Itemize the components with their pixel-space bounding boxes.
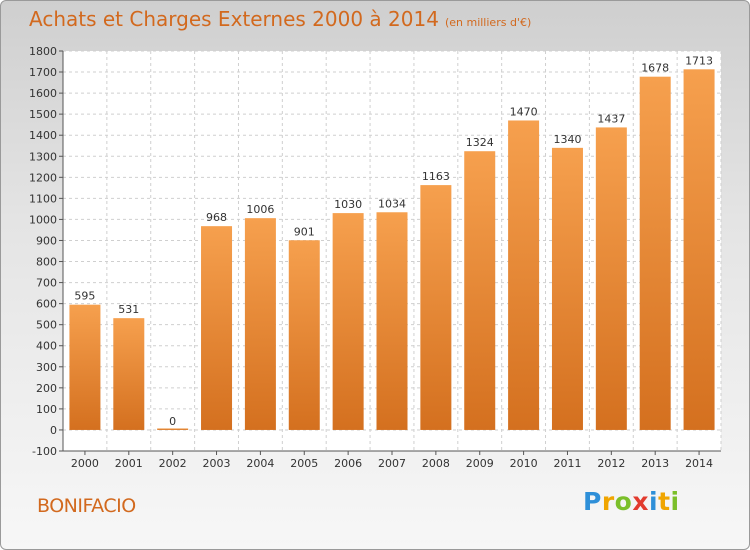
- data-label-2000: 595: [74, 290, 95, 303]
- bar-2006: [332, 213, 364, 430]
- y-tick-label: 200: [36, 382, 57, 395]
- proxiti-logo: Proxiti: [583, 487, 680, 516]
- x-tick-label-2002: 2002: [159, 457, 187, 470]
- data-label-2012: 1437: [597, 112, 625, 125]
- data-label-2002: 0: [169, 415, 176, 428]
- y-tick-label: 1700: [29, 66, 57, 79]
- y-tick-label: 1800: [29, 45, 57, 58]
- logo-letter: i: [670, 487, 680, 516]
- x-tick-label-2013: 2013: [641, 457, 669, 470]
- y-tick-label: 700: [36, 277, 57, 290]
- chart-title: Achats et Charges Externes 2000 à 2014: [29, 7, 439, 31]
- x-tick-label-2007: 2007: [378, 457, 406, 470]
- bar-2000: [69, 304, 101, 430]
- y-tick-label: 500: [36, 319, 57, 332]
- bar-2001: [113, 318, 145, 430]
- data-label-2011: 1340: [553, 133, 581, 146]
- logo-letter: P: [583, 487, 602, 516]
- x-tick-label-2009: 2009: [466, 457, 494, 470]
- data-label-2001: 531: [118, 303, 139, 316]
- data-label-2006: 1030: [334, 198, 362, 211]
- data-label-2009: 1324: [466, 136, 494, 149]
- bar-2010: [508, 120, 540, 430]
- bar-2014: [683, 69, 715, 430]
- x-tick-label-2005: 2005: [290, 457, 318, 470]
- x-tick-label-2006: 2006: [334, 457, 362, 470]
- place-name: BONIFACIO: [37, 495, 136, 517]
- logo-letter: t: [658, 487, 671, 516]
- x-tick-label-2010: 2010: [510, 457, 538, 470]
- label-layer: 595 531 0 968 1006 901 1030 1034 1163 1324 1470 134…: [74, 54, 713, 428]
- data-label-2005: 901: [294, 225, 315, 238]
- data-label-2014: 1713: [685, 54, 713, 67]
- bar-layer: [69, 69, 715, 430]
- bar-2005: [288, 240, 320, 430]
- y-tick-label: 1500: [29, 108, 57, 121]
- bar-2011: [551, 147, 583, 430]
- bar-2013: [639, 76, 671, 430]
- y-tick-label: 400: [36, 340, 57, 353]
- bar-2002: [157, 428, 189, 430]
- x-tick-label-2004: 2004: [246, 457, 274, 470]
- y-tick-label: 900: [36, 234, 57, 247]
- logo-letter: x: [632, 487, 649, 516]
- x-tick-label-2008: 2008: [422, 457, 450, 470]
- data-label-2004: 1006: [246, 203, 274, 216]
- y-tick-label: -100: [32, 445, 57, 458]
- bar-2012: [595, 127, 627, 430]
- chart-subtitle: (en milliers d'€): [444, 16, 532, 29]
- y-tick-label: 100: [36, 403, 57, 416]
- y-tick-label: 300: [36, 361, 57, 374]
- bar-2004: [244, 218, 276, 430]
- x-tick-label-2011: 2011: [553, 457, 581, 470]
- x-tick-label-2003: 2003: [203, 457, 231, 470]
- x-tick-label-2014: 2014: [685, 457, 713, 470]
- data-label-2008: 1163: [422, 170, 450, 183]
- logo-letter: i: [649, 487, 659, 516]
- data-label-2003: 968: [206, 211, 227, 224]
- y-tick-label: 1300: [29, 150, 57, 163]
- logo-letter: o: [614, 487, 633, 516]
- data-label-2007: 1034: [378, 197, 406, 210]
- x-tick-label-2012: 2012: [597, 457, 625, 470]
- data-label-2013: 1678: [641, 62, 669, 75]
- bar-2007: [376, 212, 408, 430]
- bar-2009: [464, 151, 496, 430]
- y-tick-label: 800: [36, 256, 57, 269]
- axis-layer: -100 0 100 200 300 400 500 600 700 800 900 1000 1100…: [29, 45, 721, 470]
- chart-title-block: Achats et Charges Externes 2000 à 2014 (e…: [29, 7, 531, 31]
- x-tick-label-2001: 2001: [115, 457, 143, 470]
- y-tick-label: 1000: [29, 213, 57, 226]
- x-tick-label-2000: 2000: [71, 457, 99, 470]
- y-tick-label: 1200: [29, 171, 57, 184]
- data-label-2010: 1470: [510, 105, 538, 118]
- y-tick-label: 1600: [29, 87, 57, 100]
- y-tick-label: 1400: [29, 129, 57, 142]
- y-tick-label: 1100: [29, 192, 57, 205]
- bar-2008: [420, 185, 452, 430]
- logo-letter: r: [601, 487, 615, 516]
- bar-2003: [201, 226, 233, 430]
- y-tick-label: 0: [50, 424, 57, 437]
- y-tick-label: 600: [36, 298, 57, 311]
